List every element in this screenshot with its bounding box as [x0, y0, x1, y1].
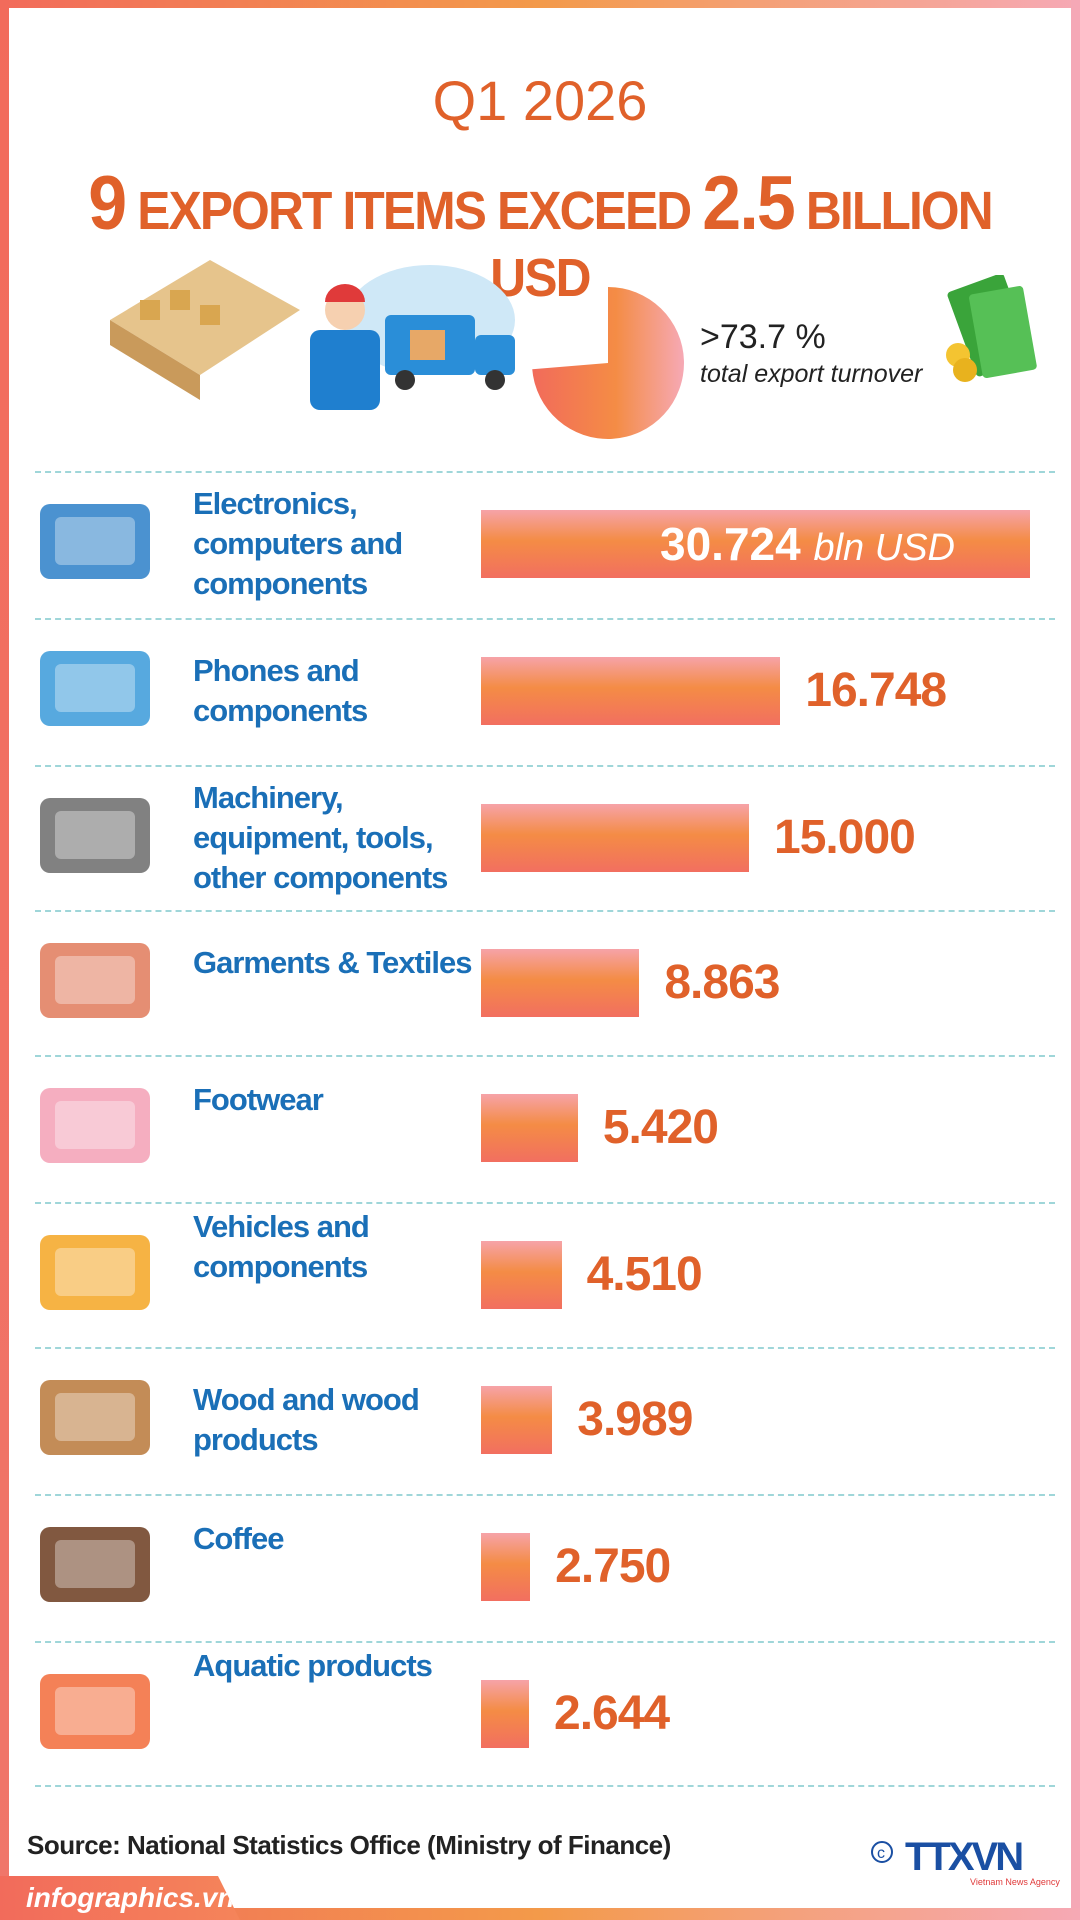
- site-link[interactable]: infographics.vn: [26, 1882, 235, 1913]
- row-separator: [35, 765, 1055, 767]
- frame-top: [0, 0, 1080, 8]
- item-label: Machinery, equipment, tools, other compo…: [193, 780, 448, 895]
- headline: 9 EXPORT ITEMS EXCEED 2.5 BILLION USD: [43, 160, 1037, 309]
- row-separator: [35, 1055, 1055, 1057]
- truck-icon: [20, 1220, 170, 1330]
- ttxvn-logo: c TTXVN Vietnam News Agency: [871, 1835, 1060, 1887]
- share-percent: >73.7 %: [700, 318, 826, 356]
- item-label: Footwear: [193, 1082, 324, 1117]
- item-value: 2.644: [554, 1687, 670, 1740]
- svg-text:Vietnam News Agency: Vietnam News Agency: [970, 1877, 1060, 1887]
- headline-text: EXPORT ITEMS EXCEED: [137, 181, 692, 241]
- row-separator: [35, 910, 1055, 912]
- row-separator: [35, 1494, 1055, 1496]
- item-label: Vehicles and components: [193, 1209, 370, 1284]
- item-bar: [481, 510, 1030, 578]
- item-value: 15.000: [774, 811, 916, 864]
- item-label: Phones and components: [193, 653, 368, 728]
- row-separator: [35, 1785, 1055, 1787]
- seafood-icon: [20, 1659, 170, 1769]
- clothes-rack-icon: [20, 928, 170, 1038]
- item-bar: [481, 804, 750, 872]
- item-label: Wood and wood products: [193, 1382, 420, 1457]
- value-unit: bln USD: [813, 527, 955, 569]
- value-number: 30.724: [660, 518, 801, 570]
- item-bar: [481, 949, 640, 1017]
- frame-bottom: [0, 1908, 1080, 1920]
- svg-text:TTXVN: TTXVN: [905, 1835, 1022, 1879]
- item-value: 4.510: [586, 1248, 703, 1301]
- warehouse-delivery-illustration: [110, 260, 515, 410]
- share-pie: [532, 287, 684, 439]
- source-note: Source: National Statistics Office (Mini…: [27, 1830, 671, 1860]
- item-bar: [481, 1533, 531, 1601]
- frame-left: [0, 0, 9, 1920]
- item-bar: [481, 1386, 553, 1454]
- item-value: 2.750: [555, 1540, 671, 1593]
- item-value: 8.863: [664, 956, 780, 1009]
- item-label: Coffee: [193, 1521, 284, 1556]
- row-separator: [35, 1347, 1055, 1349]
- item-label: Electronics, computers and components: [193, 486, 403, 601]
- wardrobe-icon: [20, 1365, 170, 1475]
- headline-threshold: 2.5: [702, 161, 796, 246]
- item-value: 3.989: [577, 1393, 693, 1446]
- item-label: Aquatic products: [193, 1648, 433, 1683]
- laptop-icon: [20, 489, 170, 599]
- item-value: 30.724 bln USD: [660, 517, 955, 571]
- row-separator: [35, 1202, 1055, 1204]
- svg-text:c: c: [877, 1845, 885, 1862]
- share-caption: total export turnover: [700, 360, 923, 388]
- coffee-beans-icon: [20, 1512, 170, 1622]
- row-separator: [35, 471, 1055, 473]
- pie-slice: [532, 287, 684, 439]
- money-stack-icon: [946, 275, 1037, 382]
- headline-count: 9: [88, 161, 127, 246]
- phone-icon: [20, 636, 170, 746]
- item-bar: [481, 1241, 562, 1309]
- item-value: 16.748: [805, 664, 947, 717]
- item-bar: [481, 1094, 578, 1162]
- item-value: 5.420: [602, 1101, 719, 1154]
- site-tag[interactable]: infographics.vn: [0, 1876, 240, 1920]
- item-bar: [481, 1680, 529, 1748]
- item-label: Garments & Textiles: [193, 945, 472, 980]
- row-separator: [35, 1641, 1055, 1643]
- row-separator: [35, 618, 1055, 620]
- shoes-icon: [20, 1073, 170, 1183]
- item-bar: [481, 657, 781, 725]
- period-title: Q1 2026: [432, 69, 648, 132]
- engine-icon: [20, 783, 170, 893]
- headline-unit: BILLION USD: [490, 181, 993, 308]
- frame-right: [1071, 0, 1080, 1920]
